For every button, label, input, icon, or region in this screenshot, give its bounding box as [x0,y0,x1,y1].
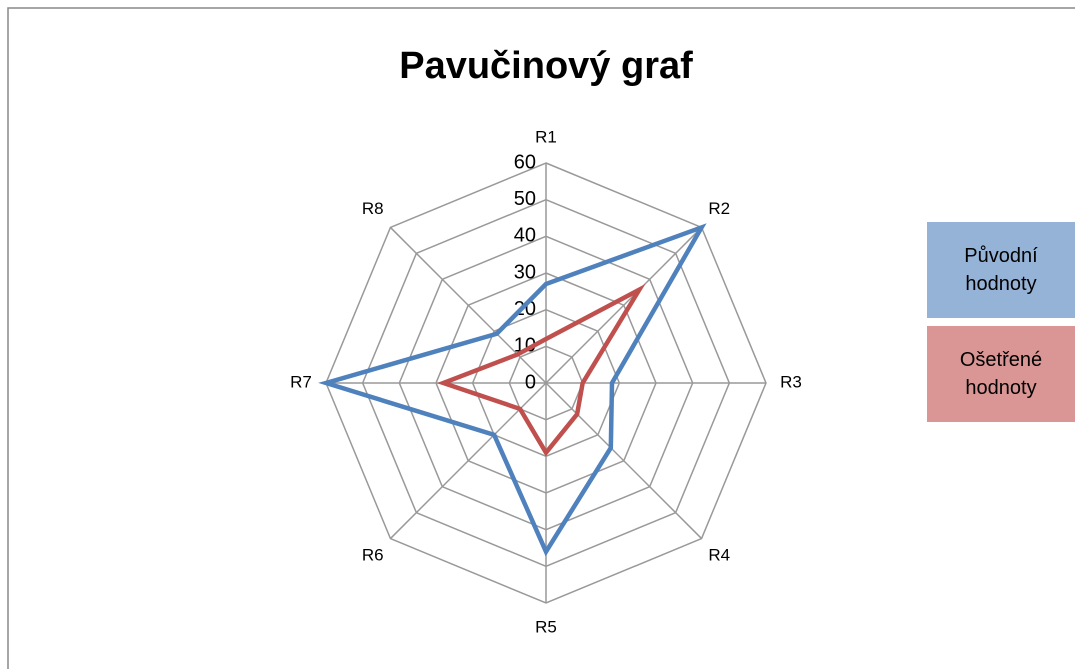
category-label: R1 [535,127,557,146]
series-line [436,283,646,457]
category-label: R5 [535,617,557,636]
chart-title: Pavučinový graf [399,45,693,87]
category-label: R8 [362,199,384,218]
category-label: R7 [290,372,312,391]
legend-label: Původní hodnoty [964,245,1038,295]
r-tick-label: 0 [525,371,536,393]
legend-label: Ošetřené hodnoty [959,349,1043,399]
series-line [318,223,707,557]
r-tick-label: 50 [514,188,536,210]
radial-axis [389,226,547,384]
radial-axis [545,382,703,540]
chart-frame [7,7,1075,669]
r-tick-label: 40 [514,225,536,247]
legend-entry: Původní hodnoty [927,222,1075,318]
category-label: R6 [362,546,384,565]
radial-axis [545,226,703,384]
r-tick-label: 20 [514,298,536,320]
category-label: R3 [780,372,802,391]
category-label: R2 [708,199,730,218]
r-tick-label: 60 [514,151,536,173]
legend-entry: Ošetřené hodnoty [927,326,1075,422]
category-label: R4 [708,546,730,565]
r-tick-label: 30 [514,261,536,283]
